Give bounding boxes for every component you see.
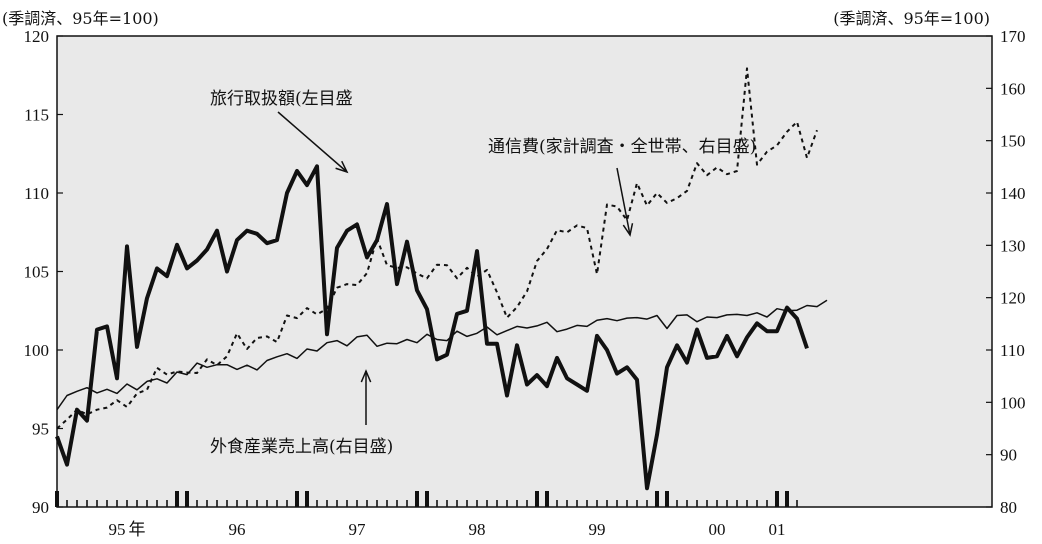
left-tick-label: 105 [24,263,50,282]
right-tick-label: 140 [1000,184,1026,203]
series-line-thin [56,299,828,411]
x-tick-label: 年 [129,520,146,539]
right-tick-label: 100 [1000,393,1026,412]
annotation-dining: 外食産業売上高(右目盛) [210,437,393,457]
right-axis-unit: (季調済、95年=100) [833,9,990,28]
left-tick-label: 115 [24,106,49,125]
annotation-arrow-line [277,111,348,173]
right-tick-label: 130 [1000,236,1026,255]
x-tick-label: 95 [109,520,126,539]
series-line-thick [55,164,809,491]
left-tick-label: 90 [32,498,49,517]
x-tick-label: 98 [469,520,486,539]
left-tick-label: 95 [32,420,49,439]
right-tick-label: 150 [1000,132,1026,151]
x-tick-label: 99 [589,520,606,539]
right-tick-label: 90 [1000,446,1017,465]
annotation-comm: 通信費(家計調査・全世帯、右目盛) [488,137,756,157]
left-axis-unit: (季調済、95年=100) [2,9,159,28]
left-tick-label: 110 [24,184,49,203]
x-tick-label: 01 [769,520,786,539]
annotation-arrow-head [622,223,634,237]
plot-area [57,36,992,507]
right-tick-label: 160 [1000,79,1026,98]
x-tick-label: 97 [349,520,367,539]
right-tick-label: 110 [1000,341,1025,360]
plot-frame [56,35,993,508]
x-tick-label: 00 [709,520,726,539]
annotation-travel: 旅行取扱額(左目盛 [210,89,353,109]
annotation-arrow-line [616,167,631,236]
right-tick-label: 170 [1000,27,1026,46]
x-tick-label: 96 [229,520,246,539]
left-tick-label: 100 [24,341,50,360]
right-tick-label: 80 [1000,498,1017,517]
left-tick-label: 120 [24,27,50,46]
right-tick-label: 120 [1000,289,1026,308]
annotation-arrow-head [335,160,349,174]
series-line-dotted [56,67,818,430]
annotation-arrow-head [360,369,372,383]
